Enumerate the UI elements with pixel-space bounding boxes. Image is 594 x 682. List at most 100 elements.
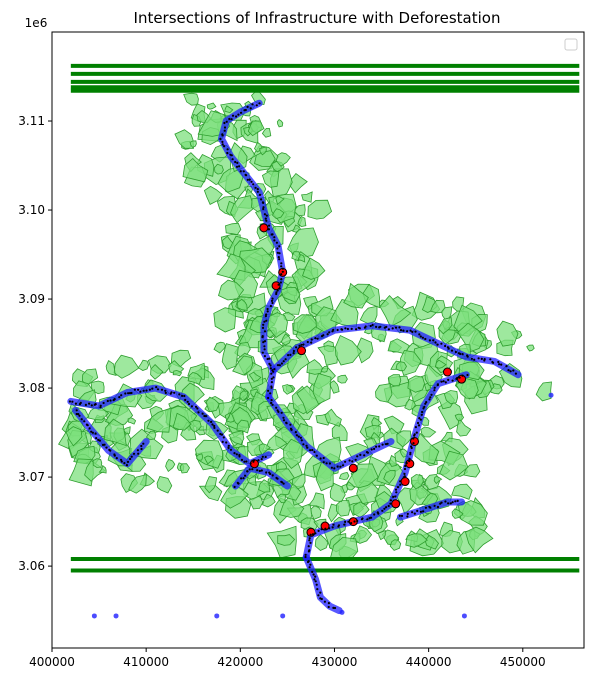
forest-patch [204,476,218,494]
infrastructure-point [346,327,349,331]
infrastructure-point [366,451,369,454]
forest-patch [343,282,369,309]
infrastructure-point [498,363,501,366]
infrastructure-point [190,405,193,408]
forest-patch [248,371,262,382]
y-tick-label: 3.08 [18,381,45,395]
forest-patch [399,349,422,376]
infrastructure-point [109,399,112,402]
isolated-point [214,613,220,619]
infrastructure-point [306,560,310,564]
infrastructure-point [383,507,386,510]
infrastructure-point [281,267,284,270]
infrastructure-point [470,357,473,360]
forest-patch [405,533,428,548]
infrastructure-point [350,327,353,330]
infrastructure-point [248,468,251,471]
x-axis: 400000 410000 420000 430000 440000 450000 [29,648,546,669]
forest-patch [312,373,332,405]
infrastructure-point [436,384,439,387]
intersection-point [410,436,420,446]
infrastructure-point [514,372,518,375]
infrastructure-point [333,467,336,470]
forest-patch [261,128,272,138]
infrastructure-point [173,391,176,394]
infrastructure-point [429,396,432,399]
forest-patch [414,432,440,465]
x-tick-label: 400000 [29,655,75,669]
isolated-point [280,613,286,619]
forest-patch [443,390,459,405]
infrastructure-point [302,443,305,446]
infrastructure-point [103,443,106,446]
infrastructure-point [497,360,500,364]
infrastructure-point [424,506,427,509]
forest-patch [353,501,370,518]
infrastructure-point [278,245,281,248]
infrastructure-point [461,353,464,356]
infrastructure-point [276,247,279,250]
infrastructure-point [97,438,100,441]
infrastructure-point [207,419,210,422]
forest-patch [451,508,464,519]
forest-patch [258,443,271,456]
forest-patch [289,172,308,194]
infrastructure-point [315,583,318,586]
infrastructure-point [221,440,224,443]
infrastructure-point [123,462,126,465]
infrastructure-point [322,334,325,337]
infrastructure-point [272,376,275,379]
forest-patch [496,320,519,347]
infrastructure-point [269,392,272,395]
forest-patch [172,412,192,431]
infrastructure-point [271,297,274,300]
infrastructure-point [264,315,267,318]
infrastructure-point [78,414,81,417]
forest-patch [337,374,348,384]
infrastructure-point [271,403,274,406]
infrastructure-point [261,351,264,354]
infrastructure-point [91,431,94,434]
infrastructure-point [113,454,116,457]
infrastructure-point [444,381,447,384]
infrastructure-point [251,103,254,106]
infrastructure-point [408,460,411,463]
forest-patch [526,344,535,352]
legend-box[interactable] [564,38,578,51]
infrastructure-point [344,327,347,330]
infrastructure-point [309,533,312,536]
infrastructure-point [403,467,407,471]
infrastructure-point [432,339,435,342]
forest-patch [282,384,294,395]
infrastructure-point [221,140,224,143]
infrastructure-point [262,323,265,326]
infrastructure-point [243,460,246,463]
infrastructure-point [263,213,266,216]
infrastructure-point [255,104,258,107]
infrastructure-point [187,402,191,406]
infrastructure-point [377,512,380,515]
infrastructure-point [160,388,164,391]
infrastructure-point [235,453,238,456]
infrastructure-point [263,340,267,343]
infrastructure-point [280,273,283,276]
forest-patch [174,129,194,149]
infrastructure-point [389,502,392,505]
infrastructure-point [282,360,285,363]
infrastructure-point [216,429,219,432]
infrastructure-point [507,369,510,372]
forest-patch [389,539,402,551]
infrastructure-point [375,325,378,328]
infrastructure-point [319,457,322,460]
infrastructure-point [483,358,486,361]
forest-patch [439,450,469,481]
y-tick-label: 3.06 [18,559,45,573]
forest-patch [297,215,307,228]
infrastructure-point [436,505,440,509]
infrastructure-point [265,219,268,222]
infrastructure-point [204,415,208,418]
infrastructure-point [300,343,303,346]
forest-patch [277,534,296,546]
infrastructure-point [266,357,269,361]
infrastructure-point [264,455,267,459]
